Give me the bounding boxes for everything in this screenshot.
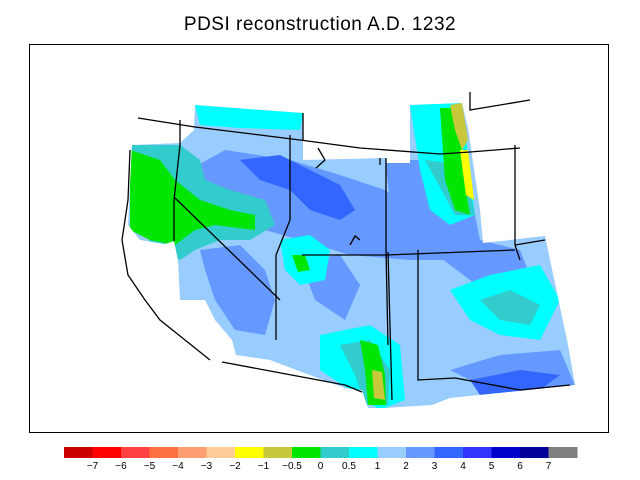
pdsi-field bbox=[128, 103, 575, 408]
border-arizona-newmexico bbox=[387, 251, 393, 401]
field-green-west bbox=[130, 150, 255, 245]
field-green-central bbox=[292, 255, 310, 272]
field-cyan-top bbox=[195, 105, 303, 130]
boundaries bbox=[121, 92, 571, 401]
field-teal-southeast bbox=[480, 290, 540, 325]
lake-outline bbox=[315, 147, 326, 169]
field-olive-northeast bbox=[450, 103, 468, 150]
border-mexico bbox=[221, 361, 363, 393]
map-title: PDSI reconstruction A.D. 1232 bbox=[183, 14, 457, 35]
field-olive-south bbox=[372, 370, 385, 400]
border-oregon-california bbox=[173, 120, 181, 241]
border-nevada-california bbox=[173, 196, 281, 301]
border-idaho-nevada bbox=[275, 135, 291, 256]
border-kansas bbox=[514, 239, 546, 246]
field-yellow-northeast bbox=[460, 150, 474, 200]
border-line-northeast bbox=[469, 92, 531, 111]
great-salt-lake-outline bbox=[349, 235, 361, 246]
field-medium-blue-west bbox=[200, 245, 275, 335]
border-texas-south bbox=[454, 377, 571, 391]
field-green-northeast bbox=[440, 108, 470, 215]
border-utah-colorado bbox=[385, 158, 389, 346]
border-newmexico-texas bbox=[417, 250, 456, 381]
border-four-corners bbox=[302, 249, 516, 256]
border-line-north bbox=[137, 117, 521, 155]
field-blue-north bbox=[240, 155, 355, 220]
pacific-coastline bbox=[121, 149, 211, 361]
